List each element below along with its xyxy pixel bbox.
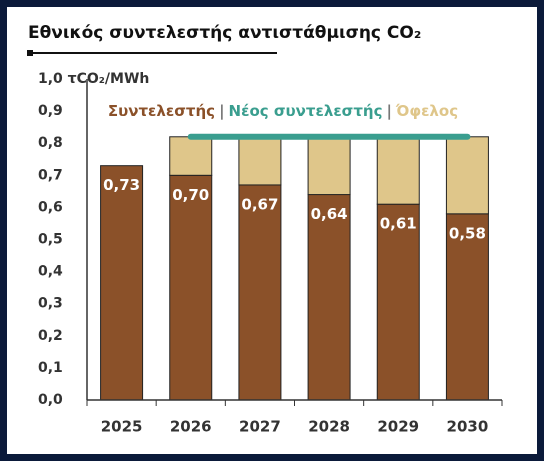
bar-segment: [169, 174, 213, 401]
legend-entry: Νέος συντελεστής: [229, 102, 383, 120]
x-tick-label: 2029: [377, 418, 419, 436]
legend: Συντελεστής | Νέος συντελεστής | Όφελος: [108, 102, 458, 121]
y-tick-label: 0,8: [38, 135, 63, 151]
y-tick-label: 0,4: [38, 264, 63, 280]
x-tick-label: 2027: [239, 418, 281, 436]
value-label: 0,73: [103, 176, 140, 194]
underline-marker: [27, 50, 33, 56]
y-tick-label: 0,1: [38, 360, 63, 376]
x-tick-label: 2026: [170, 418, 212, 436]
legend-separator: |: [219, 102, 224, 121]
value-label: 0,70: [172, 186, 209, 204]
bar-segment: [169, 136, 213, 176]
bar-segment: [238, 136, 282, 186]
legend-entry: Όφελος: [395, 102, 458, 120]
bar-segment: [445, 213, 489, 401]
legend-separator: |: [387, 102, 392, 121]
y-tick-label: 0,2: [38, 328, 63, 344]
y-tick-label: 0,6: [38, 199, 63, 215]
y-tick-label: 0,0: [38, 392, 63, 408]
bar-segment: [376, 136, 420, 205]
bar-segment: [307, 136, 351, 196]
y-tick-label: 0,9: [38, 103, 63, 119]
x-tick-label: 2030: [447, 418, 489, 436]
y-tick-label: 0,7: [38, 167, 63, 183]
value-label: 0,64: [311, 205, 348, 223]
y-tick-label: 0,3: [38, 296, 63, 312]
value-label: 0,67: [241, 195, 278, 213]
bar-segment: [238, 184, 282, 401]
value-label: 0,61: [380, 215, 417, 233]
legend-entry: Συντελεστής: [108, 102, 215, 120]
bar-segment: [445, 136, 489, 215]
x-tick-label: 2028: [308, 418, 350, 436]
chart-title: Εθνικός συντελεστής αντιστάθμισης CO₂: [28, 23, 421, 43]
y-tick-label: 1,0 τCO₂/MWh: [38, 71, 149, 87]
bar-segment: [307, 194, 351, 401]
bar-segment: [376, 203, 420, 401]
y-tick-label: 0,5: [38, 232, 63, 248]
x-tick-label: 2025: [101, 418, 143, 436]
bar-segment: [100, 165, 144, 401]
value-label: 0,58: [449, 224, 486, 242]
